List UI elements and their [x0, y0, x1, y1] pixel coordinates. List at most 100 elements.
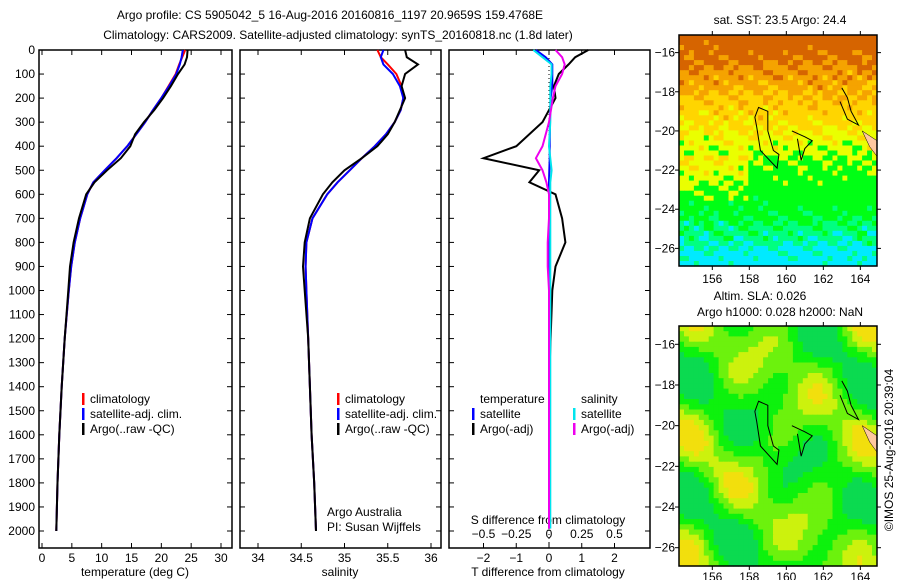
- heatmap-cell: [792, 404, 799, 411]
- heatmap-cell: [797, 393, 804, 400]
- heatmap-cell: [842, 367, 848, 374]
- heatmap-cell: [708, 115, 715, 121]
- heatmap-cell: [792, 472, 799, 478]
- heatmap-cell: [698, 150, 705, 157]
- heatmap-cell: [778, 220, 784, 227]
- heatmap-cell: [792, 170, 799, 177]
- heatmap-cell: [688, 85, 695, 91]
- heatmap-cell: [822, 100, 828, 106]
- heatmap-cell: [857, 352, 863, 358]
- heatmap-cell: [768, 482, 774, 489]
- heatmap-cell: [802, 519, 809, 525]
- heatmap-cell: [787, 555, 794, 562]
- heatmap-cell: [867, 539, 873, 546]
- heatmap-cell: [688, 393, 695, 400]
- heatmap-cell: [768, 446, 774, 452]
- heatmap-cell: [778, 140, 784, 147]
- heatmap-cell: [708, 150, 715, 157]
- heatmap-cell: [679, 513, 685, 520]
- heatmap-cell: [753, 200, 759, 207]
- heatmap-cell: [763, 357, 769, 364]
- heatmap-cell: [684, 110, 690, 116]
- heatmap-cell: [857, 414, 863, 421]
- heatmap-cell: [693, 155, 700, 162]
- heatmap-cell: [698, 430, 705, 437]
- heatmap-cell: [703, 100, 710, 106]
- heatmap-cell: [703, 341, 710, 348]
- heatmap-cell: [827, 519, 833, 525]
- heatmap-cell: [792, 210, 799, 217]
- heatmap-cell: [802, 393, 809, 400]
- heatmap-cell: [807, 550, 814, 557]
- heatmap-cell: [703, 145, 710, 152]
- heatmap-cell: [778, 519, 784, 525]
- heatmap-cell: [837, 110, 843, 116]
- heatmap-cell: [753, 456, 759, 463]
- heatmap-cell: [698, 135, 705, 141]
- heatmap-cell: [837, 95, 843, 101]
- heatmap-cell: [817, 65, 824, 71]
- heatmap-cell: [872, 210, 878, 217]
- heatmap-cell: [822, 250, 828, 257]
- heatmap-cell: [852, 352, 858, 358]
- heatmap-cell: [698, 326, 705, 332]
- heatmap-cell: [758, 539, 764, 546]
- heatmap-cell: [773, 493, 779, 499]
- heatmap-cell: [713, 125, 720, 131]
- heatmap-cell: [822, 45, 828, 51]
- heatmap-cell: [684, 352, 690, 358]
- heatmap-cell: [867, 165, 873, 172]
- heatmap-cell: [723, 331, 729, 337]
- heatmap-cell: [797, 373, 804, 379]
- heatmap-cell: [733, 477, 739, 484]
- heatmap-cell: [822, 440, 828, 447]
- heatmap-cell: [862, 120, 868, 126]
- heatmap-cell: [852, 90, 858, 96]
- y-tick-label: 1700: [8, 452, 35, 466]
- heatmap-cell: [807, 461, 814, 468]
- heatmap-cell: [733, 430, 739, 437]
- y-tick-label: −20: [655, 419, 676, 433]
- heatmap-cell: [817, 451, 824, 457]
- heatmap-cell: [773, 155, 779, 162]
- heatmap-cell: [842, 461, 848, 468]
- heatmap-cell: [802, 50, 809, 56]
- heatmap-cell: [738, 404, 744, 411]
- heatmap-cell: [832, 472, 838, 478]
- heatmap-cell: [748, 560, 754, 567]
- heatmap-cell: [812, 190, 819, 197]
- heatmap-cell: [872, 165, 878, 172]
- heatmap-cell: [837, 115, 843, 121]
- x-tick-label: 36: [424, 551, 438, 565]
- heatmap-cell: [728, 414, 734, 421]
- heatmap-cell: [812, 75, 819, 81]
- heatmap-cell: [708, 195, 715, 202]
- heatmap-cell: [867, 529, 873, 536]
- heatmap-cell: [703, 235, 710, 242]
- y-tick-label: −26: [655, 241, 676, 255]
- heatmap-cell: [738, 357, 744, 364]
- heatmap-cell: [827, 425, 833, 431]
- heatmap-cell: [758, 529, 764, 536]
- heatmap-cell: [733, 140, 739, 147]
- heatmap-cell: [773, 451, 779, 457]
- heatmap-cell: [738, 524, 744, 531]
- heatmap-cell: [778, 160, 784, 167]
- heatmap-cell: [827, 70, 833, 76]
- heatmap-cell: [748, 195, 754, 202]
- heatmap-cell: [698, 487, 705, 494]
- heatmap-cell: [768, 513, 774, 520]
- heatmap-cell: [728, 435, 734, 442]
- heatmap-cell: [703, 425, 710, 431]
- heatmap-cell: [778, 430, 784, 437]
- heatmap-cell: [684, 550, 690, 557]
- heatmap-cell: [753, 180, 759, 187]
- heatmap-cell: [852, 45, 858, 51]
- heatmap-cell: [852, 472, 858, 478]
- heatmap-cell: [827, 261, 833, 267]
- heatmap-cell: [852, 65, 858, 71]
- heatmap-cell: [783, 326, 789, 332]
- heatmap-cell: [862, 90, 868, 96]
- heatmap-cell: [748, 85, 754, 91]
- heatmap-cell: [748, 440, 754, 447]
